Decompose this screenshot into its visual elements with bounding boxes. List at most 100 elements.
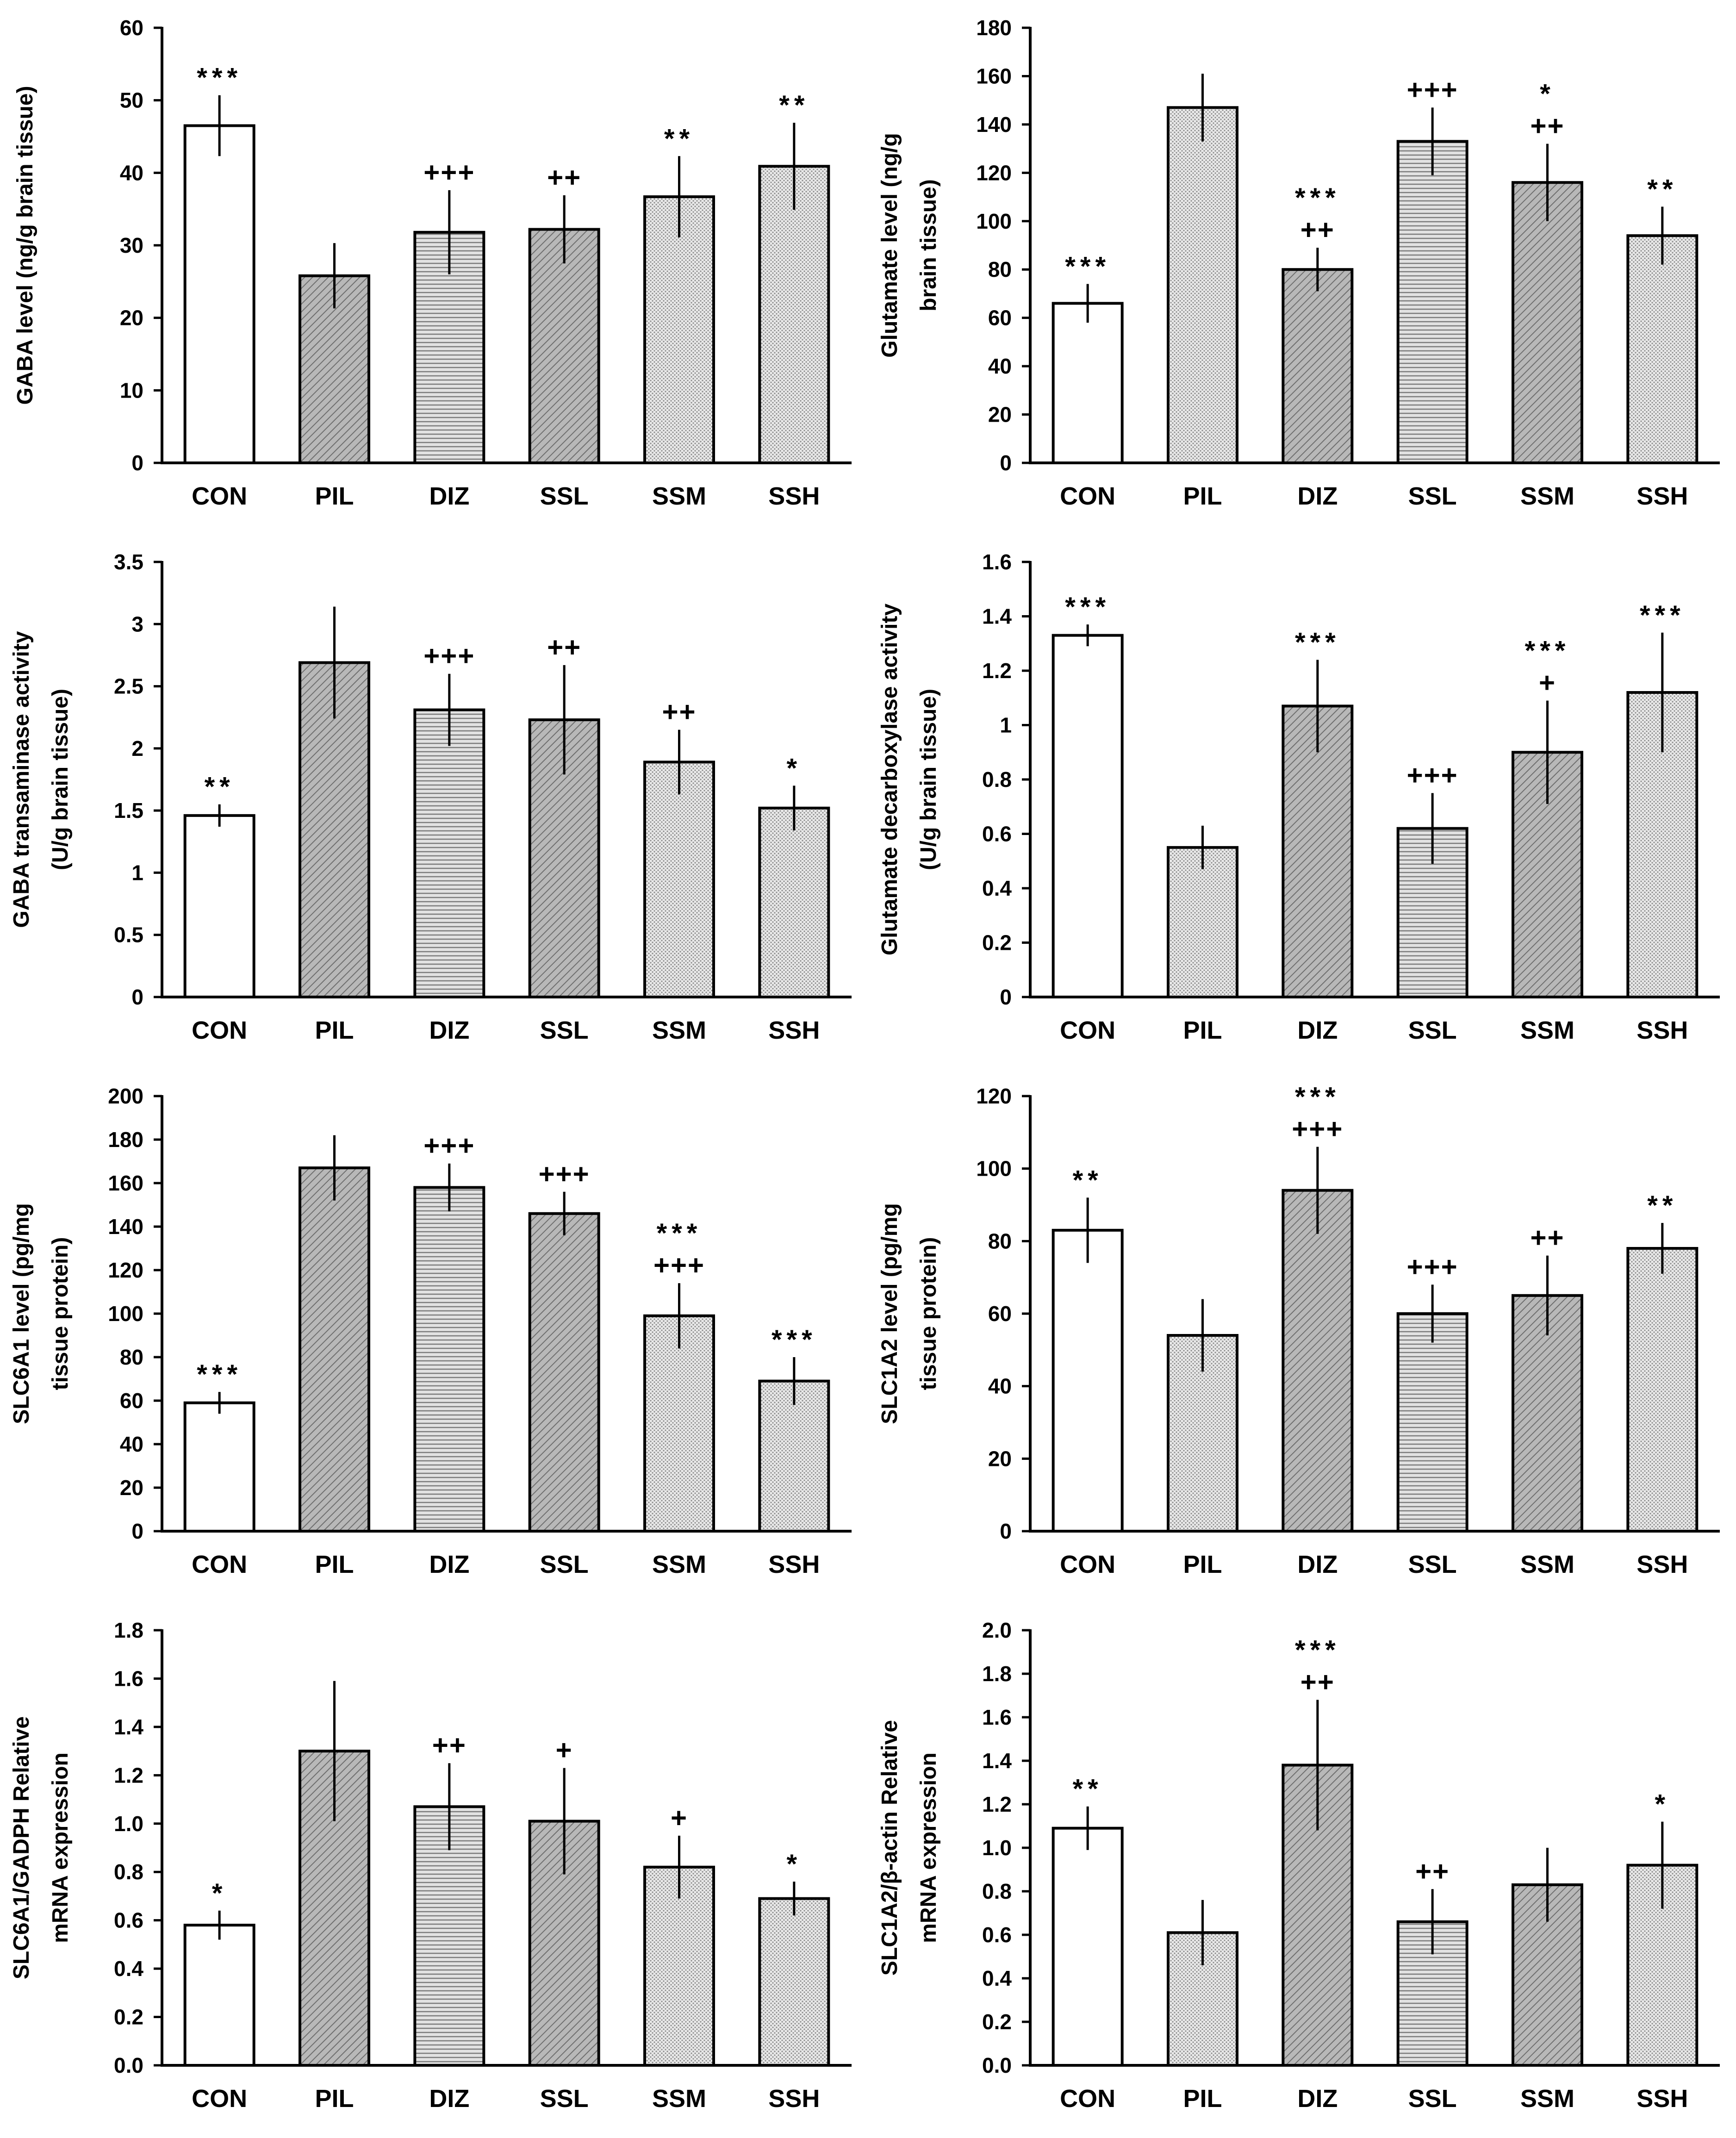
y-tick-label: 0	[131, 1519, 143, 1543]
x-tick-label: PIL	[1183, 482, 1222, 510]
significance-star: **	[1073, 1774, 1103, 1804]
x-tick-label: SSM	[652, 2085, 706, 2113]
chart-5: SLC6A1 level (pg/mg tissue protein) 0 20 40 6…	[9, 1084, 852, 1578]
significance-star: ***	[1295, 1082, 1340, 1112]
bar	[1052, 1826, 1124, 2067]
y-tick-label: 0.8	[982, 767, 1012, 792]
y-tick-label: 0.2	[982, 2010, 1012, 2034]
x-tick-label: DIZ	[429, 1551, 469, 1578]
significance-plus: +++	[1292, 1114, 1343, 1145]
significance-star: ***	[657, 1218, 702, 1248]
chart-1: GABA level (ng/g brain tissue) 0 10 20 30 40 5…	[13, 16, 852, 510]
y-axis-label: Glutamate decarboxylase activity	[877, 604, 902, 956]
significance-plus: ++	[662, 697, 696, 728]
significance-plus: +++	[653, 1250, 705, 1281]
bar	[299, 1166, 370, 1533]
x-tick-label: SSL	[1408, 1551, 1457, 1578]
y-axis-label: SLC6A1/GADPH Relative	[9, 1716, 34, 1979]
y-tick-label: 100	[976, 209, 1012, 233]
bar	[1052, 634, 1124, 998]
chart-7: SLC6A1/GADPH Relative mRNA expression 0.0 0…	[9, 1618, 852, 2113]
y-tick-label: 0.5	[114, 923, 143, 947]
bar	[643, 195, 715, 464]
bar	[1626, 234, 1699, 464]
bar	[528, 228, 600, 464]
y-axis-label: SLC1A2 level (pg/mg	[877, 1203, 902, 1424]
y-axis-label: GABA transaminase activity	[9, 631, 34, 928]
y-tick-label: 180	[108, 1128, 143, 1152]
x-tick-label: CON	[1060, 482, 1115, 510]
x-tick-label: SSL	[1408, 2085, 1457, 2113]
y-tick-label: 120	[976, 161, 1012, 185]
x-tick-label: SSL	[540, 1551, 589, 1578]
y-tick-label: 1.4	[114, 1715, 143, 1739]
y-tick-label: 2	[131, 736, 143, 760]
x-tick-label: SSH	[768, 482, 820, 510]
y-tick-label: 0.0	[982, 2053, 1012, 2077]
x-tick-label: SSH	[768, 1016, 820, 1044]
y-tick-label: 140	[108, 1215, 143, 1239]
y-axis-label: SLC1A2/β-actin Relative	[877, 1720, 902, 1976]
y-tick-label: 80	[120, 1345, 143, 1369]
y-tick-label: 200	[108, 1084, 143, 1108]
bar	[413, 708, 485, 999]
significance-plus: +++	[423, 157, 475, 188]
x-tick-label: DIZ	[1297, 482, 1338, 510]
bar	[1282, 1189, 1354, 1533]
significance-star: ***	[1065, 592, 1110, 622]
y-tick-label: 1	[1000, 713, 1012, 737]
significance-plus: ++	[1530, 111, 1564, 142]
significance-plus: +	[1539, 667, 1556, 698]
y-tick-label: 0	[1000, 985, 1012, 1009]
bar	[528, 1212, 600, 1533]
bar	[1282, 268, 1354, 464]
significance-star: ***	[1295, 183, 1340, 213]
bar	[643, 760, 715, 998]
bar	[183, 1401, 255, 1533]
y-tick-label: 0.2	[982, 931, 1012, 955]
significance-plus: ++	[1415, 1856, 1450, 1887]
x-tick-label: SSH	[1636, 482, 1688, 510]
y-tick-label: 2.5	[114, 674, 143, 698]
y-tick-label: 140	[976, 112, 1012, 137]
chart-8: SLC1A2/β-actin Relative mRNA expression 0.…	[877, 1618, 1720, 2113]
significance-star: ***	[1295, 1635, 1340, 1665]
x-tick-label: SSM	[1520, 482, 1574, 510]
bar	[413, 1186, 485, 1533]
significance-star: ***	[1640, 600, 1685, 630]
x-tick-label: SSL	[540, 1016, 589, 1044]
bar	[1167, 846, 1238, 998]
y-tick-label: 0.8	[114, 1860, 143, 1884]
y-tick-label: 1.2	[114, 1763, 143, 1787]
x-tick-label: CON	[192, 482, 247, 510]
y-tick-label: 120	[108, 1258, 143, 1282]
y-tick-label: 2.0	[982, 1618, 1012, 1642]
y-tick-label: 40	[120, 161, 143, 185]
y-tick-label: 1.8	[114, 1618, 143, 1642]
y-tick-label: 40	[988, 354, 1012, 378]
y-tick-label: 1.0	[982, 1836, 1012, 1860]
x-tick-label: CON	[192, 2085, 247, 2113]
y-tick-label: 1.2	[982, 659, 1012, 683]
y-tick-label: 60	[120, 16, 143, 40]
bar	[1052, 1228, 1124, 1533]
y-tick-label: 160	[108, 1171, 143, 1195]
significance-star: **	[205, 772, 235, 802]
y-axis-label: tissue protein)	[916, 1237, 941, 1390]
bar	[1396, 1312, 1468, 1533]
y-tick-label: 100	[976, 1157, 1012, 1181]
x-tick-label: PIL	[315, 482, 354, 510]
bar	[758, 1379, 830, 1533]
significance-plus: +++	[1407, 74, 1458, 105]
significance-star: *	[787, 1849, 802, 1879]
significance-star: **	[779, 90, 809, 120]
bar	[643, 1865, 715, 2067]
x-tick-label: SSM	[1520, 2085, 1574, 2113]
significance-star: **	[1647, 1191, 1677, 1221]
significance-plus: ++	[547, 632, 581, 663]
x-tick-label: DIZ	[429, 482, 469, 510]
y-tick-label: 0.6	[114, 1908, 143, 1932]
y-tick-label: 3	[131, 612, 143, 636]
significance-plus: +++	[423, 641, 475, 672]
y-tick-label: 1	[131, 860, 143, 885]
